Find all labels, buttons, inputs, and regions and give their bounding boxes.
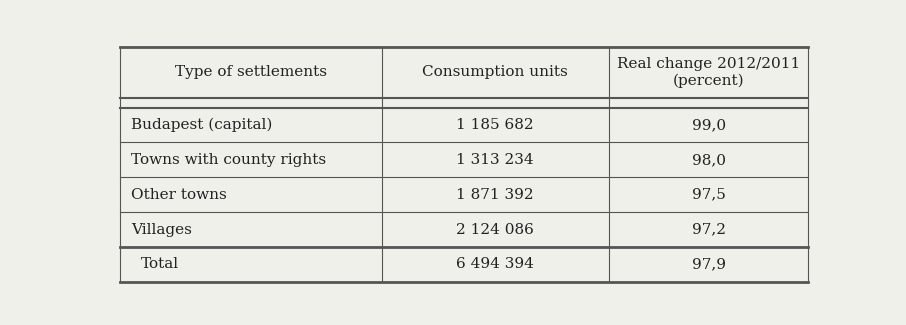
Text: 6 494 394: 6 494 394 — [457, 257, 535, 271]
Text: Villages: Villages — [130, 223, 192, 237]
Text: Type of settlements: Type of settlements — [175, 65, 327, 79]
Text: 2 124 086: 2 124 086 — [457, 223, 535, 237]
Text: Other towns: Other towns — [130, 188, 226, 202]
Text: 1 313 234: 1 313 234 — [457, 153, 535, 167]
Text: 98,0: 98,0 — [691, 153, 726, 167]
Text: Consumption units: Consumption units — [422, 65, 568, 79]
Text: 99,0: 99,0 — [691, 118, 726, 132]
Text: Budapest (capital): Budapest (capital) — [130, 118, 272, 132]
Text: 1 185 682: 1 185 682 — [457, 118, 535, 132]
Text: Real change 2012/2011
(percent): Real change 2012/2011 (percent) — [617, 57, 800, 88]
Text: 97,9: 97,9 — [691, 257, 726, 271]
Text: Towns with county rights: Towns with county rights — [130, 153, 326, 167]
Text: 97,5: 97,5 — [691, 188, 726, 202]
Text: 1 871 392: 1 871 392 — [457, 188, 535, 202]
Text: Total: Total — [141, 257, 179, 271]
Text: 97,2: 97,2 — [691, 223, 726, 237]
